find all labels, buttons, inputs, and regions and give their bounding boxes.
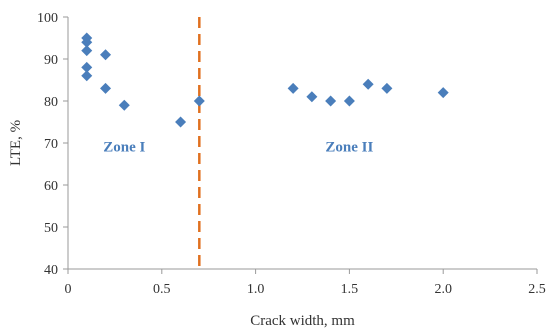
y-tick-label: 60 <box>44 179 58 194</box>
data-point <box>81 70 93 82</box>
data-point <box>81 36 93 48</box>
y-tick-label: 50 <box>44 221 58 236</box>
y-tick-label: 80 <box>44 95 58 110</box>
data-point <box>362 78 374 90</box>
y-tick-label: 90 <box>44 53 58 68</box>
x-axis-label: Crack width, mm <box>250 313 355 329</box>
x-tick-label: 0 <box>65 282 72 297</box>
y-tick-label: 40 <box>44 263 58 278</box>
data-point <box>81 61 93 73</box>
data-points <box>81 32 449 128</box>
data-point <box>100 49 112 61</box>
data-point <box>437 87 449 99</box>
data-point <box>343 95 355 107</box>
data-point <box>100 82 112 94</box>
y-tick-label: 70 <box>44 137 58 152</box>
x-ticks: 0 0.5 1.0 1.5 2.0 2.5 <box>65 269 546 297</box>
x-tick-label: 0.5 <box>153 282 171 297</box>
data-point <box>287 82 299 94</box>
x-tick-label: 2.0 <box>434 282 452 297</box>
x-tick-label: 1.5 <box>341 282 359 297</box>
data-point <box>175 116 187 128</box>
data-point <box>325 95 337 107</box>
x-tick-label: 2.5 <box>528 282 546 297</box>
y-axis-label: LTE, % <box>8 120 24 166</box>
data-point <box>306 91 318 103</box>
data-point <box>193 95 205 107</box>
zone-label: Zone II <box>325 139 373 155</box>
zone-annotations: Zone I Zone II <box>103 139 373 155</box>
x-tick-label: 1.0 <box>247 282 265 297</box>
zone-label: Zone I <box>103 139 145 155</box>
data-point <box>381 82 393 94</box>
data-point <box>81 45 93 57</box>
data-point <box>118 99 130 111</box>
y-ticks: 40 50 60 70 80 90 100 <box>37 11 68 278</box>
y-tick-label: 100 <box>37 11 58 26</box>
